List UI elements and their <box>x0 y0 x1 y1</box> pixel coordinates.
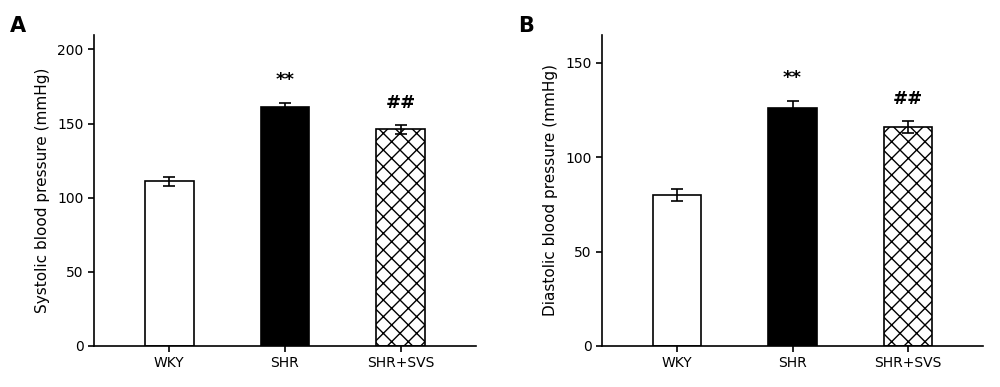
Y-axis label: Diastolic blood pressure (mmHg): Diastolic blood pressure (mmHg) <box>543 64 558 316</box>
Text: ##: ## <box>893 90 923 108</box>
Bar <box>768 108 817 346</box>
Bar <box>145 182 194 346</box>
Text: A: A <box>10 16 26 36</box>
Bar <box>884 127 932 346</box>
Bar <box>376 129 425 346</box>
Y-axis label: Systolic blood pressure (mmHg): Systolic blood pressure (mmHg) <box>35 68 50 313</box>
Text: **: ** <box>275 72 294 89</box>
Text: ##: ## <box>385 94 416 111</box>
Bar <box>653 195 701 346</box>
Bar <box>261 107 309 346</box>
Text: **: ** <box>783 69 802 87</box>
Text: B: B <box>518 16 534 36</box>
